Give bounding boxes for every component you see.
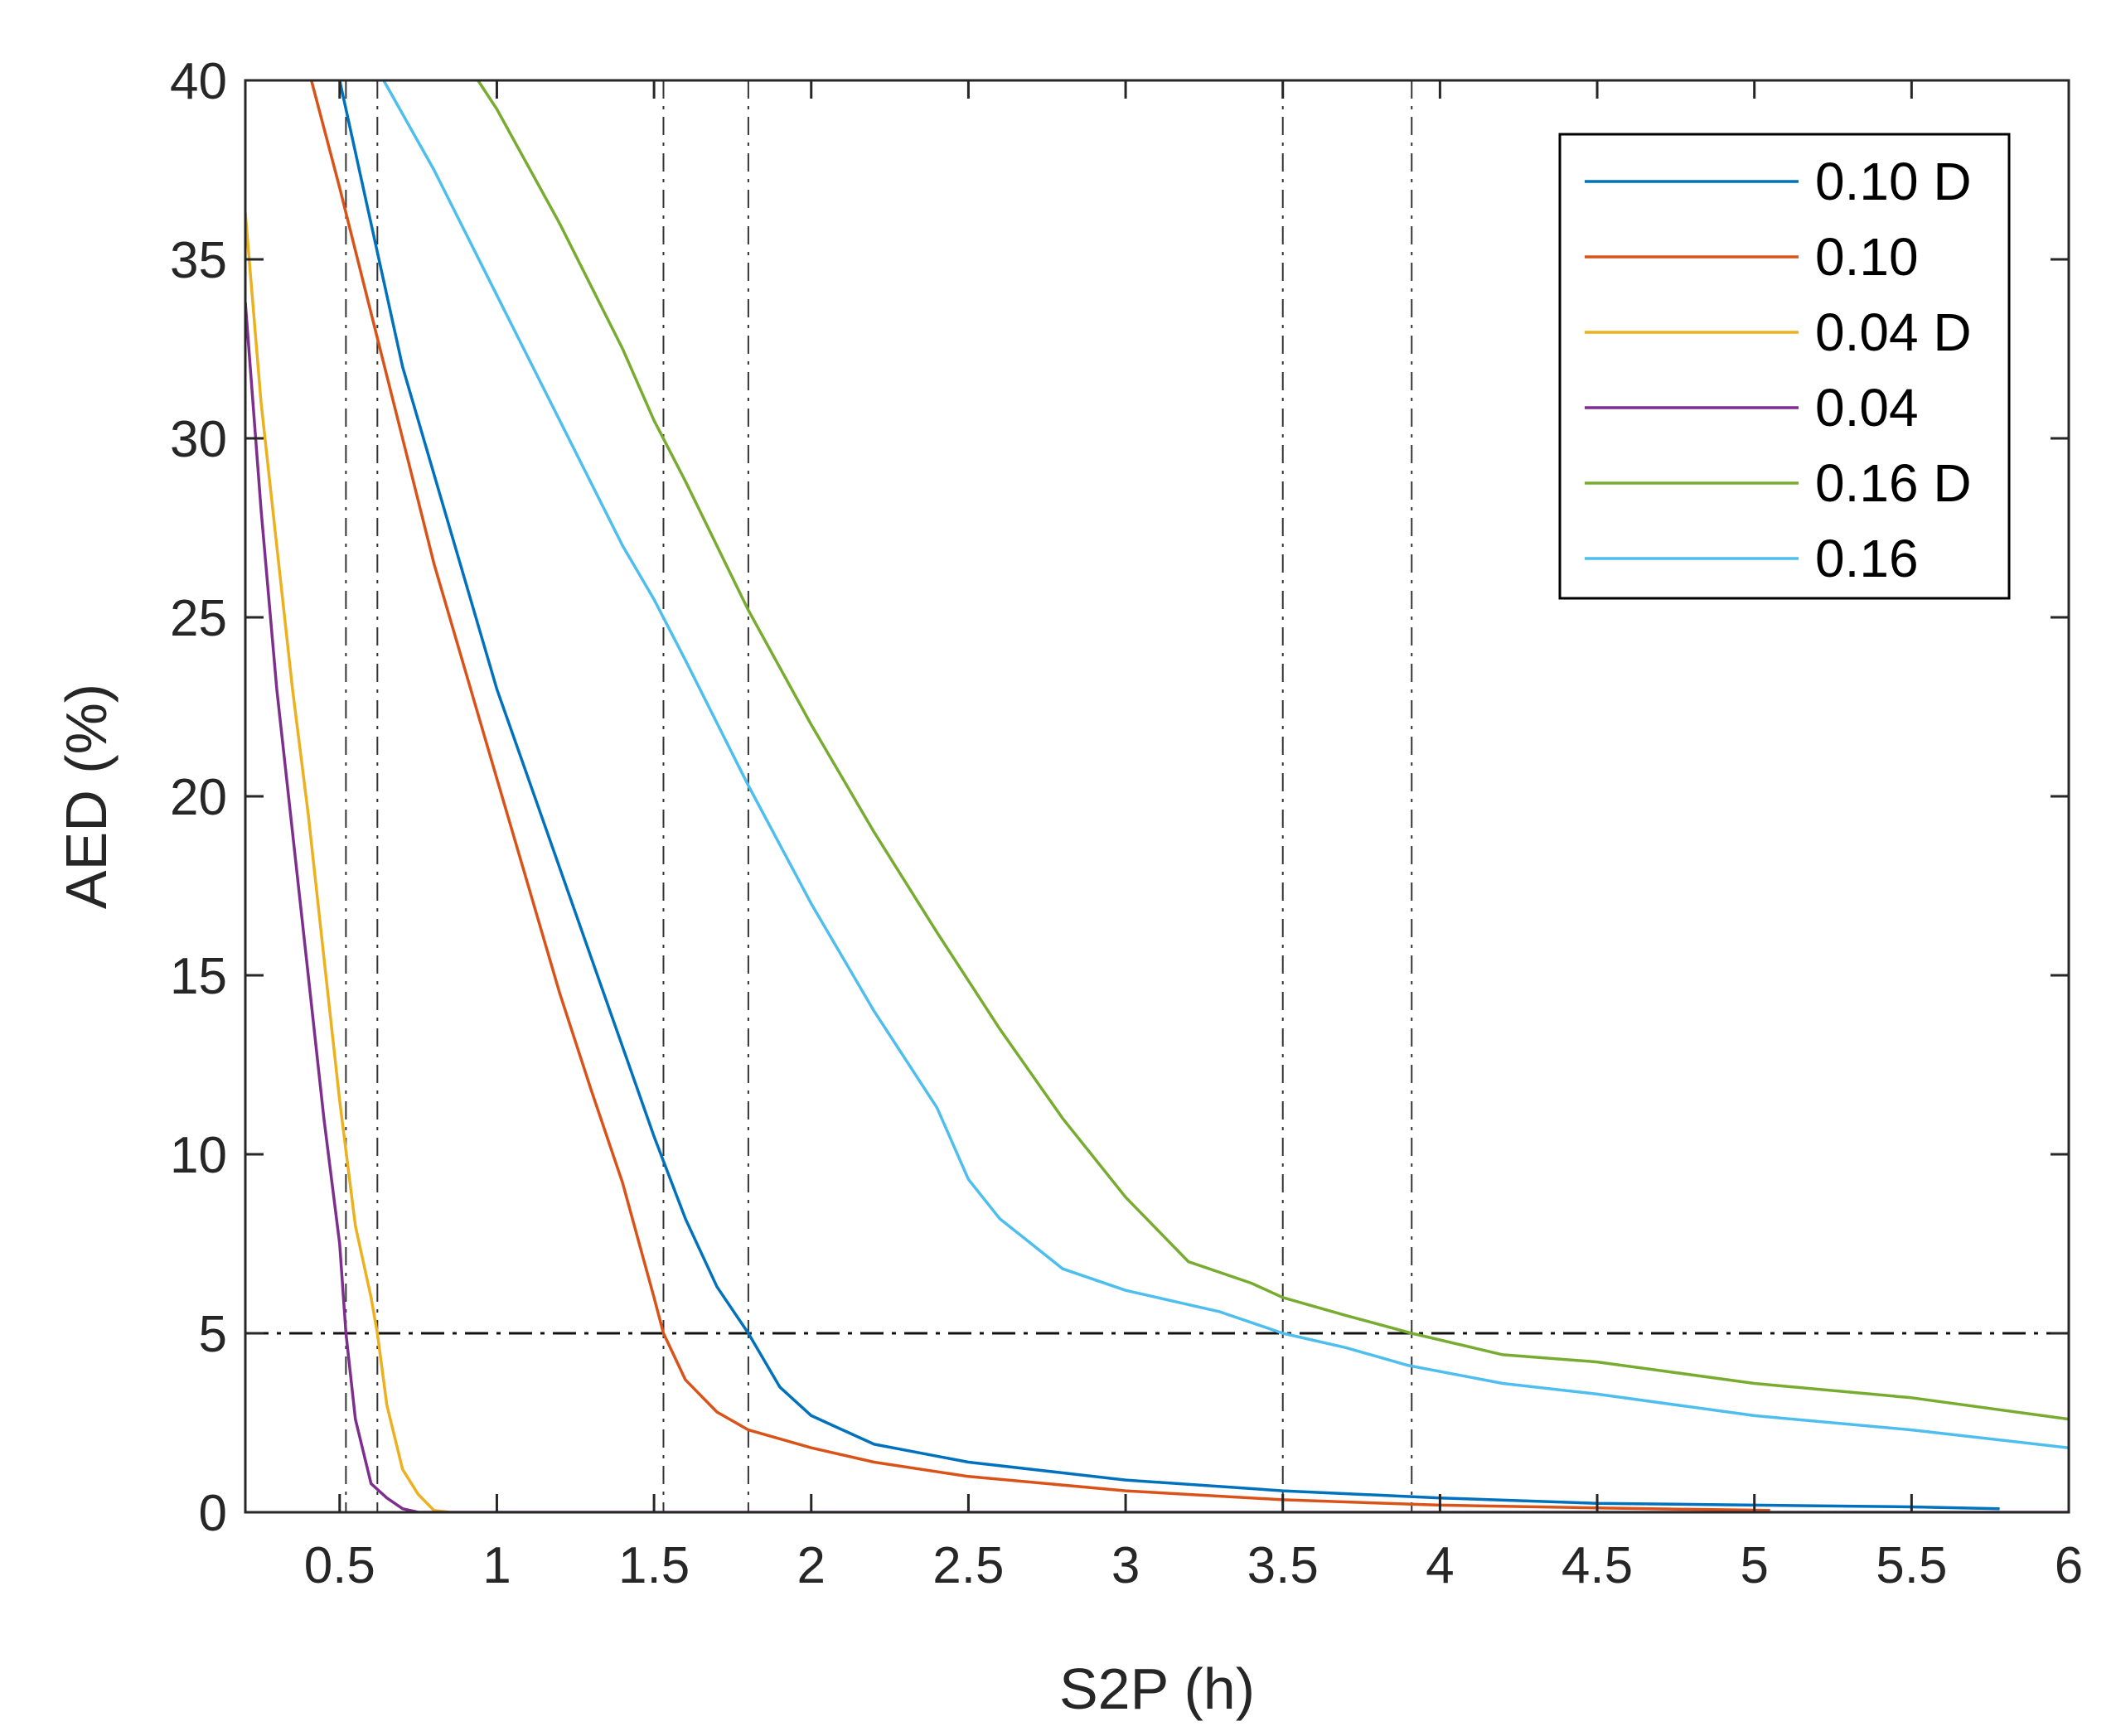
series-line-004-d — [245, 212, 450, 1512]
y-tick-label: 35 — [170, 232, 227, 289]
x-tick-labels: 0.5 1 1.5 2 2.5 3 3.5 4 4.5 5 5.5 6 — [304, 1537, 2084, 1594]
legend-label-004-d: 0.04 D — [1815, 302, 1972, 362]
x-tick-label: 1 — [482, 1537, 511, 1594]
y-tick-label: 25 — [170, 590, 227, 647]
legend-label-016-d: 0.16 D — [1815, 453, 1972, 513]
y-tick-label: 5 — [199, 1306, 227, 1363]
legend-label-010-d: 0.10 D — [1815, 152, 1972, 211]
x-tick-label: 5.5 — [1876, 1537, 1947, 1594]
reference-lines — [245, 80, 2069, 1512]
x-tick-label: 2.5 — [932, 1537, 1004, 1594]
series-line-010 — [310, 80, 1770, 1512]
y-tick-label: 10 — [170, 1127, 227, 1184]
x-tick-label: 3.5 — [1247, 1537, 1319, 1594]
y-axis-title: AED (%) — [54, 684, 119, 909]
y-tick-label: 40 — [170, 53, 227, 110]
series-line-016-d — [477, 80, 2069, 1421]
legend-label-004: 0.04 — [1815, 378, 1919, 438]
y-tick-labels: 0 5 10 15 20 25 30 35 40 — [170, 53, 227, 1542]
x-tick-label: 5 — [1740, 1537, 1768, 1594]
x-tick-label: 1.5 — [618, 1537, 690, 1594]
y-tick-label: 30 — [170, 411, 227, 468]
x-tick-label: 2 — [797, 1537, 826, 1594]
x-tick-label: 4.5 — [1562, 1537, 1633, 1594]
series-line-016 — [382, 80, 2069, 1449]
x-tick-label: 6 — [2055, 1537, 2083, 1594]
legend-label-016: 0.16 — [1815, 529, 1919, 588]
x-axis-title: S2P (h) — [1059, 1656, 1255, 1721]
legend: 0.10 D 0.10 0.04 D 0.04 0.16 D 0.16 — [1558, 133, 2011, 600]
legend-box — [1558, 133, 2011, 600]
x-tick-label: 0.5 — [304, 1537, 375, 1594]
legend-label-010: 0.10 — [1815, 227, 1919, 287]
x-tick-label: 4 — [1426, 1537, 1454, 1594]
y-tick-label: 0 — [199, 1485, 227, 1542]
y-tick-label: 20 — [170, 769, 227, 826]
y-tick-label: 15 — [170, 948, 227, 1005]
ticks — [245, 79, 2070, 1514]
x-tick-label: 3 — [1111, 1537, 1140, 1594]
